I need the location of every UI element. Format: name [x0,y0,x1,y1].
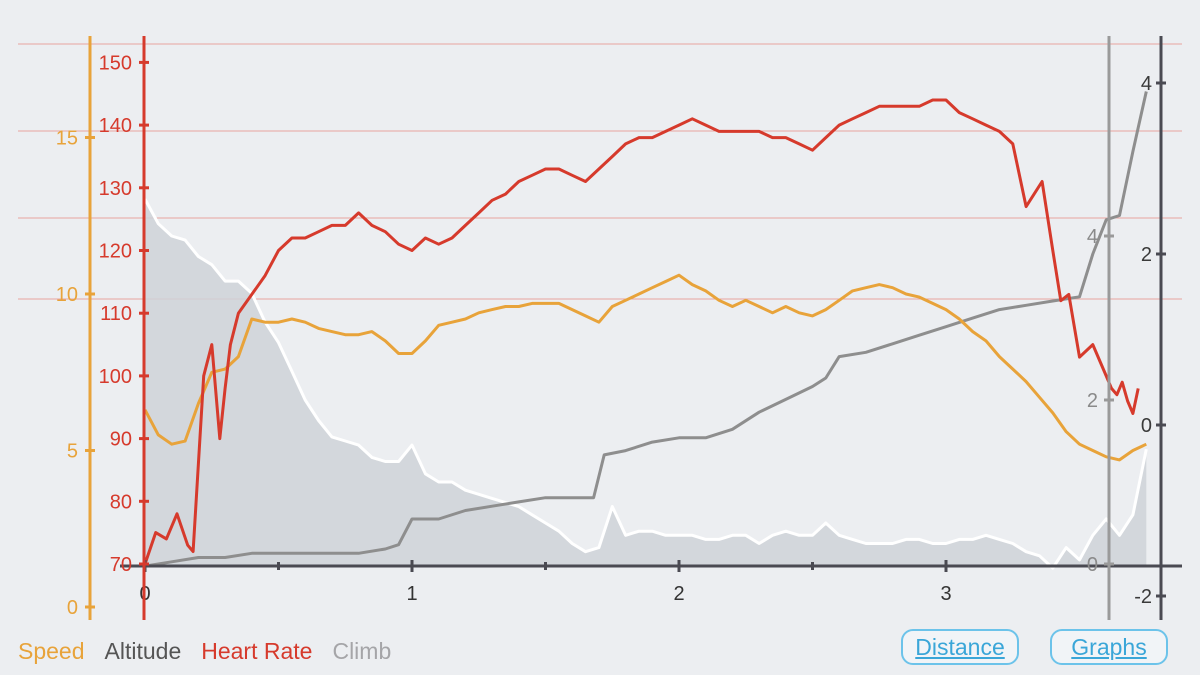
heart-rate-tick-label: 150 [99,52,132,74]
climb-tick-label: 2 [1087,390,1098,412]
altitude-tick-label: 0 [1141,415,1152,437]
altitude-tick-label: -2 [1134,586,1152,608]
x-tick-label: 1 [406,583,417,605]
legend-speed: Speed [18,638,85,664]
speed-tick-label: 15 [56,128,78,150]
x-tick-label: 3 [940,583,951,605]
speed-tick-label: 10 [56,284,78,306]
heart-rate-tick-label: 100 [99,366,132,388]
speed-tick-label: 5 [67,441,78,463]
climb-line [143,198,1148,570]
heart-rate-tick-label: 140 [99,115,132,137]
climb-tick-label: 4 [1087,226,1098,248]
altitude-tick-label: 2 [1141,244,1152,266]
altitude-line [144,91,1148,568]
x-tick-label: 2 [673,583,684,605]
chart-legend: Speed Altitude Heart Rate Climb [18,638,391,665]
climb-tick-label: 0 [1087,554,1098,576]
legend-altitude: Altitude [104,638,182,664]
heart-rate-tick-label: 70 [110,554,132,576]
chart-series [143,91,1148,570]
legend-climb: Climb [332,638,392,664]
chart-axes: 0123051015708090100110120130140150024-20… [56,36,1182,620]
heart-rate-line [143,98,1140,565]
heart-rate-tick-label: 120 [99,241,132,263]
heart-rate-tick-label: 90 [110,429,132,451]
altitude-tick-label: 4 [1141,73,1152,95]
heart-rate-tick-label: 130 [99,178,132,200]
distance-button[interactable]: Distance [901,629,1019,665]
climb-area [145,199,1147,569]
graphs-button[interactable]: Graphs [1050,629,1168,665]
speed-line [143,273,1147,462]
legend-heart-rate: Heart Rate [201,638,313,664]
heart-rate-tick-label: 80 [110,491,132,513]
heart-rate-tick-label: 110 [100,303,132,325]
speed-tick-label: 0 [67,597,78,619]
